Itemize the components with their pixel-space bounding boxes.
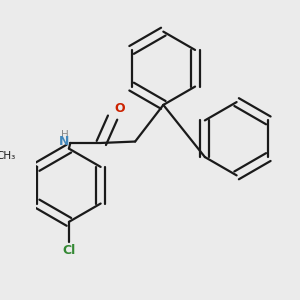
- Text: Cl: Cl: [62, 244, 76, 257]
- Text: H: H: [61, 130, 69, 140]
- Text: N: N: [58, 135, 69, 148]
- Text: O: O: [114, 102, 124, 115]
- Text: CH₃: CH₃: [0, 151, 16, 160]
